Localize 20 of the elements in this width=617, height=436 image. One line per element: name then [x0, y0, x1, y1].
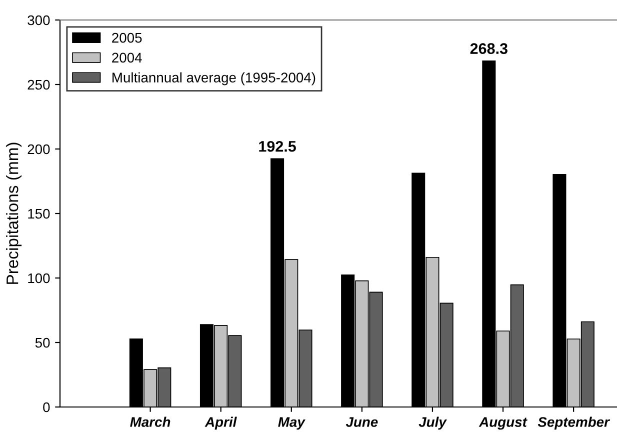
legend-label: 2004 [112, 52, 142, 63]
y-tick-label: 150 [28, 208, 50, 219]
x-tick-label: March [130, 416, 170, 427]
legend-label: Multiannual average (1995-2004) [112, 72, 316, 86]
x-tick-label: September [538, 416, 610, 430]
x-tick-label: April [204, 416, 237, 430]
x-tick-label: July [418, 416, 447, 430]
y-tick-label: 100 [28, 273, 50, 284]
y-tick-label: 300 [28, 15, 50, 26]
x-tick-label: May [278, 417, 306, 430]
y-tick-label: 50 [35, 338, 50, 348]
data-label: 192.5 [259, 140, 296, 152]
y-tick-label: 0 [43, 402, 50, 412]
y-axis-title: Precipitations (mm) [6, 142, 22, 284]
x-tick-label: August [478, 417, 528, 430]
x-tick-label: June [346, 417, 378, 427]
data-label: 268.3 [470, 43, 508, 54]
legend-label: 2005 [112, 32, 142, 43]
y-tick-label: 250 [28, 80, 50, 90]
y-tick-label: 200 [28, 144, 50, 154]
